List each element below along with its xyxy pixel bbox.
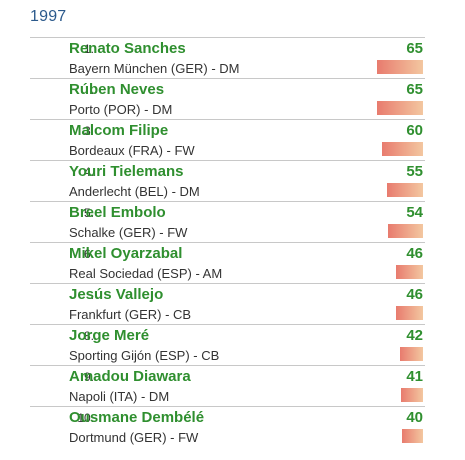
player-club-position: Real Sociedad (ESP) - AM (69, 266, 223, 281)
player-rating: 55 (406, 163, 423, 180)
player-name-link[interactable]: Malcom Filipe (69, 122, 169, 139)
player-club-position: Napoli (ITA) - DM (69, 389, 170, 404)
player-club-position: Frankfurt (GER) - CB (69, 307, 192, 322)
player-club-position: Bayern München (GER) - DM (69, 61, 240, 76)
player-club-position: Dortmund (GER) - FW (69, 430, 199, 445)
player-row: . Rúben Neves Porto (POR) - DM 65 (30, 78, 425, 119)
player-rank: . (90, 288, 94, 302)
player-name-link[interactable]: Jorge Meré (69, 327, 150, 344)
player-name-link[interactable]: Renato Sanches (69, 40, 186, 57)
player-rating: 46 (406, 245, 423, 262)
rating-bar (400, 347, 423, 361)
player-list: 1. Renato Sanches Bayern München (GER) - D… (30, 37, 425, 447)
player-rating: 42 (406, 327, 423, 344)
player-rating: 41 (406, 368, 423, 385)
player-rank: 6. (83, 247, 94, 261)
player-row: 1. Renato Sanches Bayern München (GER) - D… (30, 37, 425, 78)
player-row: 3. Malcom Filipe Bordeaux (FRA) - FW 60 (30, 119, 425, 160)
player-name-link[interactable]: Mikel Oyarzabal (69, 245, 183, 262)
player-name-link[interactable]: Breel Embolo (69, 204, 166, 221)
rating-bar (377, 60, 423, 74)
player-name-link[interactable]: Rúben Neves (69, 81, 165, 98)
player-rank: 8. (83, 329, 94, 343)
player-rating: 40 (406, 409, 423, 426)
rating-bar (402, 429, 423, 443)
rating-bar (396, 306, 423, 320)
player-rank: 5. (83, 206, 94, 220)
player-rank: 1. (83, 42, 94, 56)
player-row: . Jesús Vallejo Frankfurt (GER) - CB 46 (30, 283, 425, 324)
rating-bar (387, 183, 423, 197)
player-rank: 3. (83, 124, 94, 138)
rating-bar (388, 224, 423, 238)
player-name-link[interactable]: Jesús Vallejo (69, 286, 164, 303)
player-club-position: Sporting Gijón (ESP) - CB (69, 348, 220, 363)
rating-bar (401, 388, 423, 402)
player-club-position: Anderlecht (BEL) - DM (69, 184, 200, 199)
player-name-link[interactable]: Amadou Diawara (69, 368, 191, 385)
rating-bar (377, 101, 423, 115)
player-club-position: Bordeaux (FRA) - FW (69, 143, 195, 158)
player-row: 4. Youri Tielemans Anderlecht (BEL) - DM 55 (30, 160, 425, 201)
player-rating: 65 (406, 40, 423, 57)
rating-bar (396, 265, 423, 279)
player-row: 8. Jorge Meré Sporting Gijón (ESP) - CB 42 (30, 324, 425, 365)
player-club-position: Schalke (GER) - FW (69, 225, 188, 240)
player-rank: 10. (77, 411, 94, 425)
year-heading: 1997 (30, 8, 67, 25)
player-row: 9. Amadou Diawara Napoli (ITA) - DM 41 (30, 365, 425, 406)
player-rating: 46 (406, 286, 423, 303)
player-rating: 60 (406, 122, 423, 139)
player-rank: . (90, 83, 94, 97)
player-row: 10. Ousmane Dembélé Dortmund (GER) - FW 40 (30, 406, 425, 447)
player-row: 6. Mikel Oyarzabal Real Sociedad (ESP) - A… (30, 242, 425, 283)
player-name-link[interactable]: Youri Tielemans (69, 163, 184, 180)
player-rank: 9. (83, 370, 94, 384)
player-rating: 54 (406, 204, 423, 221)
player-club-position: Porto (POR) - DM (69, 102, 173, 117)
rating-bar (382, 142, 423, 156)
player-name-link[interactable]: Ousmane Dembélé (69, 409, 205, 426)
player-rating: 65 (406, 81, 423, 98)
player-row: 5. Breel Embolo Schalke (GER) - FW 54 (30, 201, 425, 242)
player-rank: 4. (83, 165, 94, 179)
